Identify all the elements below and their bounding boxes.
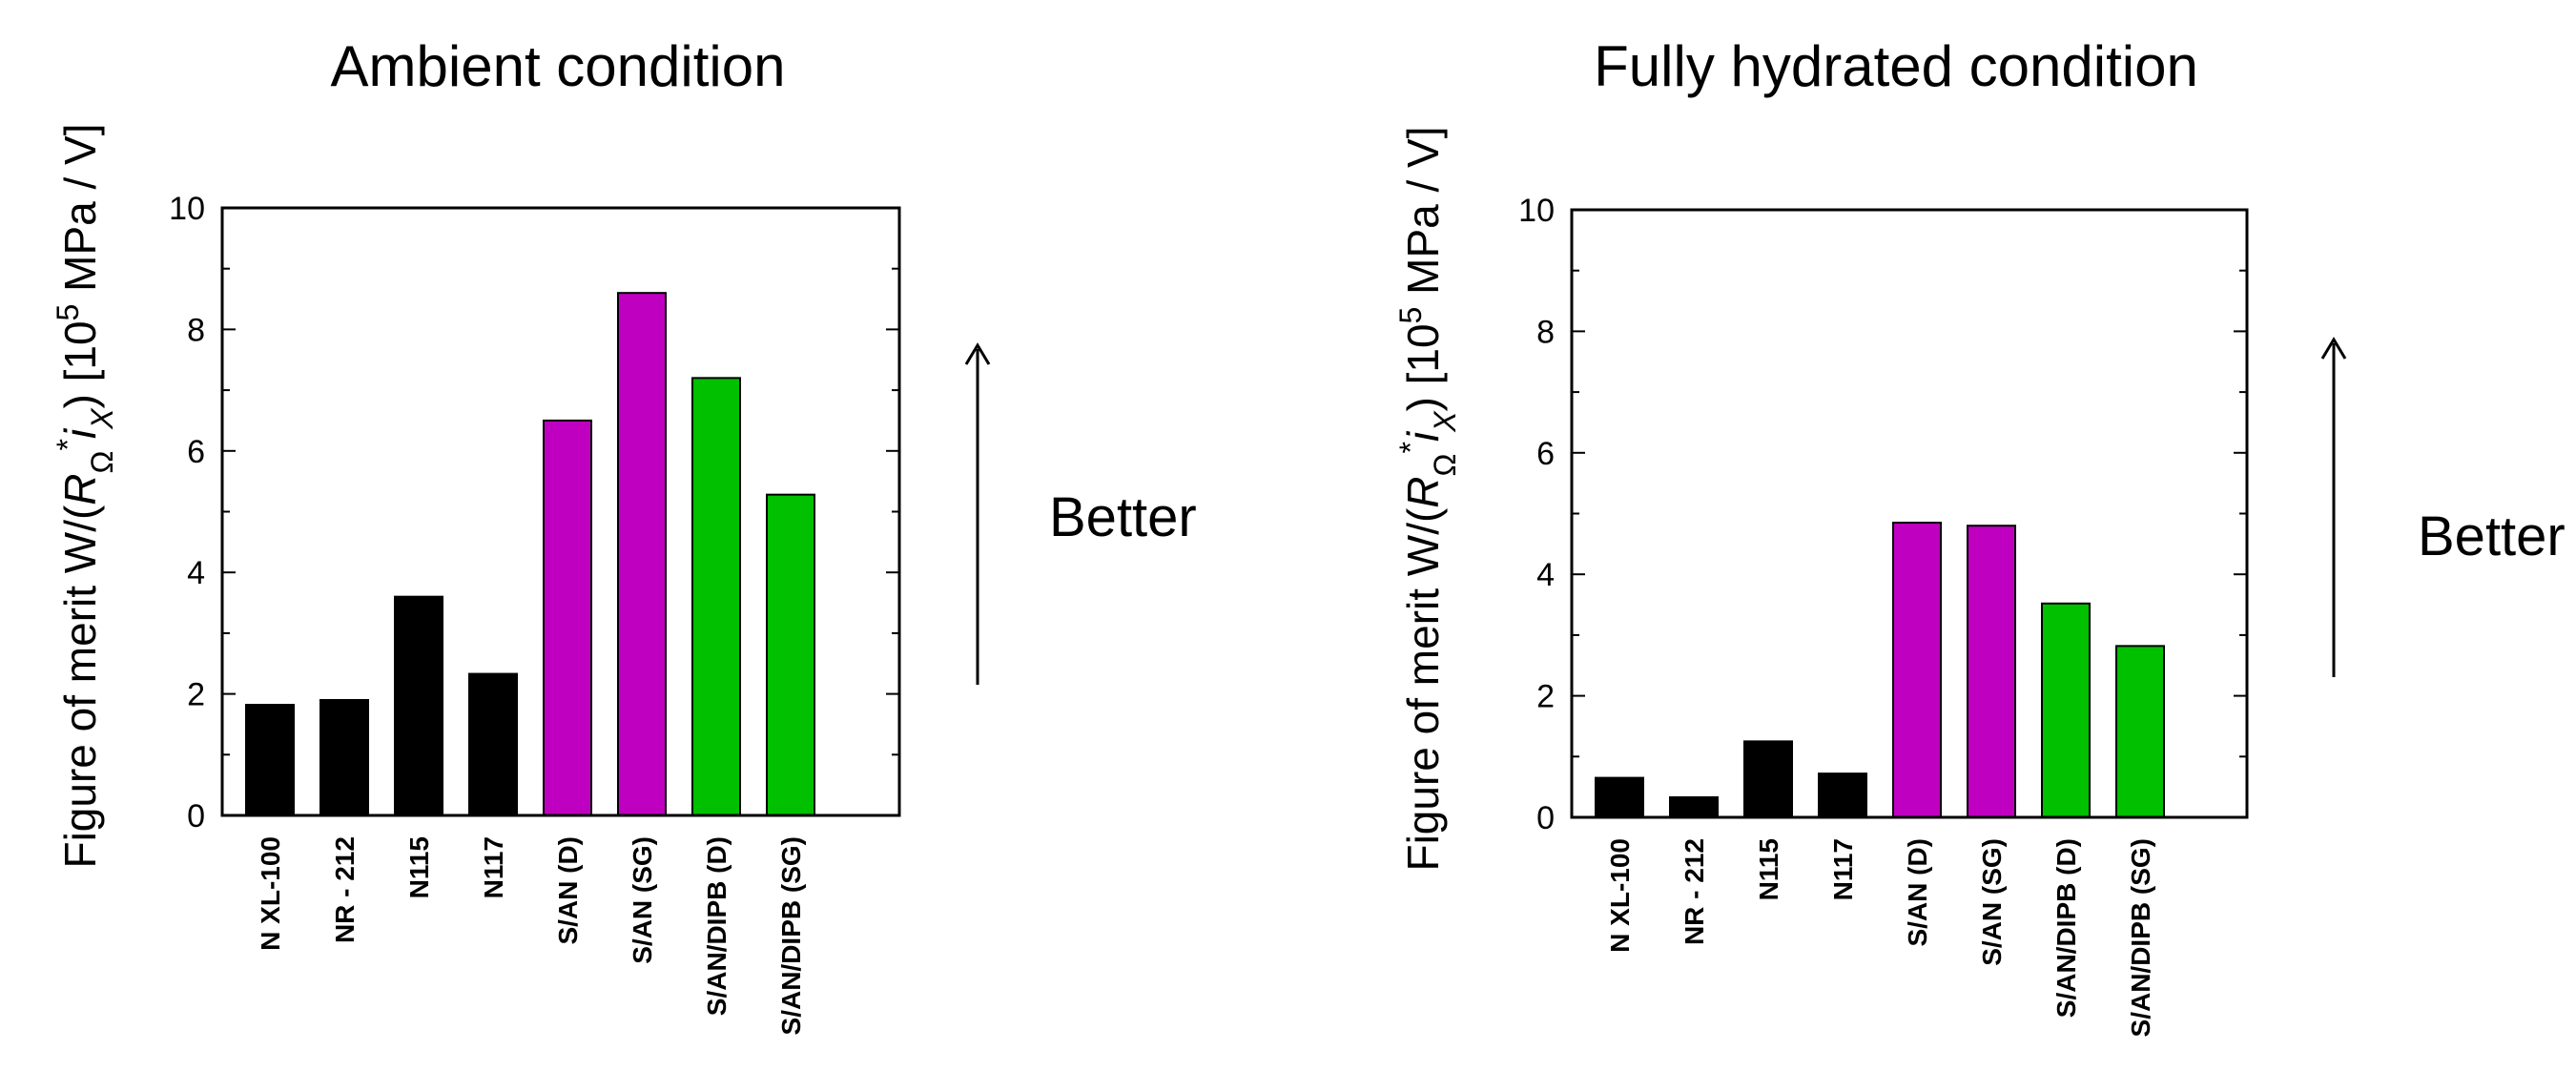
category-label: N115 (1754, 838, 1783, 900)
category-label: NR - 212 (1680, 838, 1709, 945)
category-label: NR - 212 (330, 836, 360, 943)
plot-area: N XL-100 NR - 212 N115 N117 S/AN (D) S/AN (SG… (1518, 193, 2249, 1037)
bar-8 (2115, 645, 2165, 819)
category-label: N117 (479, 836, 508, 898)
chart-title: Fully hydrated condition (1594, 34, 2198, 98)
category-label: N XL-100 (256, 836, 285, 951)
category-label: N XL-100 (1605, 838, 1635, 953)
y-tick-label: 6 (187, 434, 205, 470)
category-label: N115 (404, 836, 434, 898)
bar-1 (1595, 776, 1644, 818)
bar-8 (766, 493, 815, 816)
y-tick-label: 6 (1536, 436, 1555, 472)
y-tick-label: 2 (1536, 679, 1555, 715)
category-label: S/AN (D) (1903, 838, 1932, 947)
bar-3 (1743, 740, 1793, 818)
plot-area: N XL-100 NR - 212 N115 N117 S/AN (D) S/AN (SG… (169, 191, 901, 1035)
y-tick-label: 4 (1536, 557, 1555, 593)
y-tick-label: 10 (1518, 193, 1555, 229)
bar-4 (468, 672, 518, 816)
y-axis-label: Figure of merit W/(RΩ*iX) [105 MPa / V] (1393, 126, 1462, 871)
y-tick-label: 2 (187, 677, 205, 713)
better-annotation: Better (2418, 505, 2566, 567)
category-label: N117 (1828, 838, 1858, 900)
bar-2 (1669, 795, 1719, 819)
category-label: S/AN/DIPB (D) (2051, 838, 2081, 1018)
y-tick-label: 0 (187, 798, 205, 834)
bar-5 (543, 419, 592, 816)
better-arrow-icon (2320, 337, 2347, 360)
chart-fully-hydrated: Fully hydrated condition Figure of merit… (1393, 34, 2566, 1037)
bar-4 (1818, 772, 1867, 818)
bar-6 (617, 292, 667, 816)
bar-7 (2041, 602, 2091, 818)
category-label: S/AN (D) (553, 836, 583, 945)
bar-1 (245, 704, 295, 816)
bar-6 (1967, 525, 2016, 818)
y-tick-label: 8 (1536, 314, 1555, 350)
y-tick-label: 4 (187, 555, 205, 591)
y-tick-label: 10 (169, 191, 205, 227)
y-axis-label: Figure of merit W/(RΩ*iX) [105 MPa / V] (51, 123, 119, 868)
category-label: S/AN/DIPB (SG) (776, 836, 806, 1035)
category-label: S/AN/DIPB (D) (702, 836, 732, 1016)
bar-5 (1892, 522, 1942, 818)
category-label: S/AN/DIPB (SG) (2126, 838, 2155, 1037)
better-arrow-icon (964, 342, 991, 365)
chart-ambient: Ambient condition Figure of merit W/(RΩ*… (51, 34, 1197, 1035)
better-annotation: Better (1049, 486, 1197, 548)
y-tick-label: 0 (1536, 800, 1555, 836)
chart-title: Ambient condition (331, 34, 786, 98)
bar-3 (394, 595, 443, 816)
bar-2 (319, 698, 369, 816)
y-tick-label: 8 (187, 312, 205, 348)
category-label: S/AN (SG) (1977, 838, 2007, 966)
category-label: S/AN (SG) (628, 836, 657, 964)
bar-7 (691, 377, 741, 816)
